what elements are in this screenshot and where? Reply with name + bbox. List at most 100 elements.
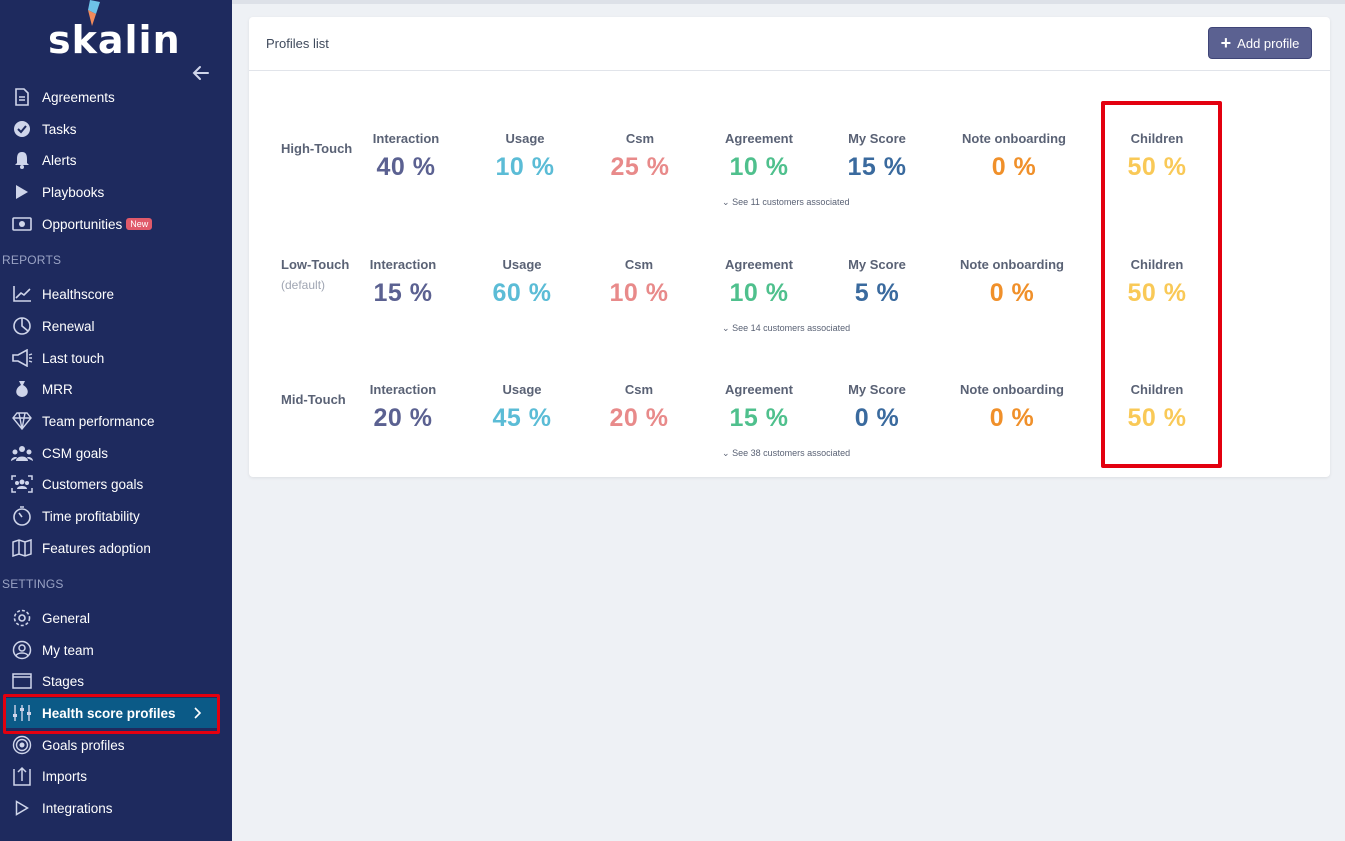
sidebar-item-tasks[interactable]: Tasks — [0, 114, 232, 144]
sidebar-item-renewal[interactable]: Renewal — [0, 311, 232, 341]
sidebar-item-label: Goals profiles — [42, 737, 125, 753]
sidebar-item-health-score-profiles[interactable]: Health score profiles — [5, 698, 217, 728]
see-customers-label: See 14 customers associated — [732, 323, 851, 333]
profile-name[interactable]: Mid-Touch — [281, 392, 346, 407]
sidebar-item-label: Renewal — [42, 318, 95, 334]
metric-label: Csm — [625, 131, 655, 146]
sidebar-item-playbooks[interactable]: Playbooks — [0, 177, 232, 207]
sidebar-item-agreements[interactable]: Agreements — [0, 82, 232, 112]
see-customers-link[interactable]: ⌄ See 14 customers associated — [722, 323, 850, 334]
metric-value: 10 % — [609, 279, 669, 307]
metric-value: 10 % — [495, 153, 555, 181]
sidebar-item-label: CSM goals — [42, 445, 109, 461]
sidebar-item-general[interactable]: General — [0, 603, 232, 633]
metric-value: 50 % — [1127, 279, 1187, 307]
metric-label: Interaction — [369, 382, 437, 397]
metric-agreement: Agreement 15 % — [699, 382, 819, 433]
sidebar-item-label: Agreements — [42, 89, 115, 105]
metric-label: Interaction — [372, 131, 440, 146]
metric-value: 15 % — [847, 153, 907, 181]
sidebar-item-label: Healthscore — [42, 286, 115, 302]
sidebar-item-label: Time profitability — [42, 508, 140, 524]
sliders-icon — [11, 702, 33, 724]
sidebar-item-healthscore[interactable]: Healthscore — [0, 279, 232, 309]
sidebar-item-label: Opportunities — [42, 216, 123, 232]
sidebar-item-features-adoption[interactable]: Features adoption — [0, 533, 232, 563]
metric-label: Note onboarding — [960, 382, 1064, 397]
metric-children: Children 50 % — [1097, 257, 1217, 308]
sidebar-item-label: Features adoption — [42, 540, 151, 556]
metric-value: 25 % — [610, 153, 670, 181]
profiles-card: Profiles list + Add profile High-Touch I… — [249, 17, 1330, 477]
metric-csm: Csm 10 % — [579, 257, 699, 308]
line-chart-icon — [11, 283, 33, 305]
metric-label: Children — [1130, 257, 1184, 272]
sidebar-item-opportunities[interactable]: Opportunities New — [0, 209, 232, 239]
metric-value: 20 % — [373, 404, 433, 432]
metric-children: Children 50 % — [1097, 131, 1217, 182]
metric-csm: Csm 20 % — [579, 382, 699, 433]
map-icon — [11, 537, 33, 559]
sidebar-item-time-profitability[interactable]: Time profitability — [0, 501, 232, 531]
page-title: Profiles list — [266, 36, 329, 51]
profile-name[interactable]: Low-Touch — [281, 257, 350, 272]
metric-my-score: My Score 0 % — [817, 382, 937, 433]
user-circle-icon — [11, 639, 33, 661]
sidebar-item-label: Last touch — [42, 350, 105, 366]
pie-chart-icon — [11, 315, 33, 337]
sidebar: skalin Agreements Tasks Alerts Playbooks… — [0, 0, 232, 841]
target-icon — [11, 734, 33, 756]
metric-label: My Score — [848, 257, 906, 272]
add-profile-button[interactable]: + Add profile — [1208, 27, 1312, 59]
sidebar-item-team-performance[interactable]: Team performance — [0, 406, 232, 436]
metric-note-onboarding: Note onboarding 0 % — [952, 382, 1072, 433]
metric-label: Agreement — [725, 257, 793, 272]
profile-name[interactable]: High-Touch — [281, 141, 353, 156]
sidebar-item-csm-goals[interactable]: CSM goals — [0, 438, 232, 468]
sidebar-item-last-touch[interactable]: Last touch — [0, 343, 232, 373]
metric-label: Agreement — [725, 131, 793, 146]
sidebar-item-label: Customers goals — [42, 476, 144, 492]
metric-label: Children — [1130, 382, 1184, 397]
metric-label: My Score — [848, 382, 906, 397]
metric-label: Usage — [502, 382, 542, 397]
metric-label: Usage — [502, 257, 542, 272]
metric-label: Note onboarding — [962, 131, 1066, 146]
team-icon — [11, 442, 33, 464]
sidebar-item-mrr[interactable]: MRR — [0, 374, 232, 404]
card-header: Profiles list + Add profile — [249, 17, 1330, 71]
diamond-icon — [11, 410, 33, 432]
bell-icon — [11, 149, 33, 171]
sidebar-item-imports[interactable]: Imports — [0, 761, 232, 791]
sidebar-item-goals-profiles[interactable]: Goals profiles — [0, 730, 232, 760]
sidebar-item-alerts[interactable]: Alerts — [0, 145, 232, 175]
sidebar-item-label: Imports — [42, 768, 88, 784]
metric-interaction: Interaction 15 % — [343, 257, 463, 308]
see-customers-link[interactable]: ⌄ See 38 customers associated — [722, 448, 850, 459]
metric-label: Note onboarding — [960, 257, 1064, 272]
add-profile-label: Add profile — [1237, 35, 1300, 51]
metric-note-onboarding: Note onboarding 0 % — [952, 257, 1072, 308]
sidebar-item-stages[interactable]: Stages — [0, 666, 232, 696]
gear-icon — [11, 607, 33, 629]
settings-heading: SETTINGS — [2, 577, 64, 591]
metric-label: Csm — [624, 382, 654, 397]
window-icon — [11, 670, 33, 692]
metric-value: 40 % — [376, 153, 436, 181]
collapse-arrow-icon[interactable] — [190, 62, 212, 84]
metric-value: 15 % — [729, 404, 789, 432]
document-icon — [11, 86, 33, 108]
brand-logo[interactable]: skalin — [48, 18, 181, 62]
sidebar-item-label: Team performance — [42, 413, 155, 429]
group-frame-icon — [11, 473, 33, 495]
metric-label: Csm — [624, 257, 654, 272]
money-icon — [11, 213, 33, 235]
sidebar-item-customers-goals[interactable]: Customers goals — [0, 469, 232, 499]
sidebar-item-my-team[interactable]: My team — [0, 635, 232, 665]
metric-value: 10 % — [729, 153, 789, 181]
metric-my-score: My Score 5 % — [817, 257, 937, 308]
sidebar-item-integrations[interactable]: Integrations — [0, 793, 232, 823]
metric-note-onboarding: Note onboarding 0 % — [954, 131, 1074, 182]
see-customers-link[interactable]: ⌄ See 11 customers associated — [722, 197, 849, 208]
metric-value: 50 % — [1127, 404, 1187, 432]
